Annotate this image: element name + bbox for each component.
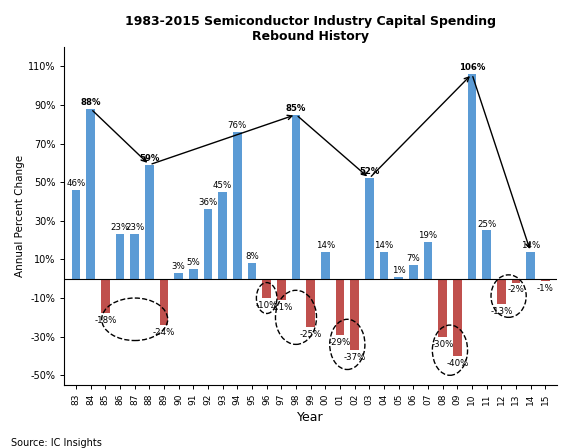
- Text: 3%: 3%: [172, 262, 185, 271]
- X-axis label: Year: Year: [297, 411, 324, 424]
- Text: 25%: 25%: [477, 220, 496, 228]
- Bar: [160, 279, 168, 325]
- Bar: [394, 277, 403, 279]
- Text: -30%: -30%: [431, 340, 454, 349]
- Bar: [174, 273, 183, 279]
- Text: -40%: -40%: [446, 359, 468, 368]
- Text: 5%: 5%: [186, 258, 200, 267]
- Bar: [321, 252, 329, 279]
- Text: -18%: -18%: [94, 316, 117, 325]
- Bar: [116, 234, 125, 279]
- Bar: [263, 279, 271, 298]
- Y-axis label: Annual Percent Change: Annual Percent Change: [15, 155, 25, 277]
- Bar: [204, 209, 212, 279]
- Bar: [380, 252, 388, 279]
- Text: 23%: 23%: [110, 224, 130, 233]
- Text: 19%: 19%: [418, 231, 438, 240]
- Text: -24%: -24%: [153, 328, 175, 337]
- Text: 14%: 14%: [521, 241, 540, 250]
- Bar: [219, 192, 227, 279]
- Text: -29%: -29%: [329, 338, 351, 347]
- Text: -25%: -25%: [300, 330, 322, 339]
- Text: 76%: 76%: [228, 121, 247, 130]
- Bar: [438, 279, 447, 336]
- Bar: [350, 279, 359, 350]
- Bar: [101, 279, 110, 314]
- Text: 7%: 7%: [407, 254, 420, 263]
- Text: 45%: 45%: [213, 181, 232, 190]
- Bar: [453, 279, 462, 356]
- Bar: [292, 115, 300, 279]
- Text: 88%: 88%: [81, 98, 101, 107]
- Bar: [526, 252, 535, 279]
- Text: 1%: 1%: [392, 266, 406, 275]
- Text: -2%: -2%: [507, 285, 525, 294]
- Text: 23%: 23%: [125, 224, 144, 233]
- Text: 106%: 106%: [459, 63, 485, 72]
- Text: 52%: 52%: [359, 168, 379, 177]
- Bar: [233, 132, 242, 279]
- Text: 36%: 36%: [198, 198, 217, 207]
- Bar: [72, 190, 81, 279]
- Text: 85%: 85%: [286, 103, 306, 112]
- Bar: [306, 279, 315, 327]
- Bar: [189, 269, 198, 279]
- Text: -13%: -13%: [490, 307, 513, 316]
- Text: -1%: -1%: [537, 284, 554, 293]
- Bar: [497, 279, 506, 304]
- Bar: [130, 234, 139, 279]
- Text: 8%: 8%: [245, 252, 259, 261]
- Bar: [511, 279, 521, 283]
- Bar: [541, 279, 550, 280]
- Bar: [145, 165, 154, 279]
- Bar: [467, 74, 476, 279]
- Text: 14%: 14%: [374, 241, 394, 250]
- Bar: [482, 230, 491, 279]
- Text: 14%: 14%: [316, 241, 335, 250]
- Text: -37%: -37%: [343, 353, 366, 362]
- Text: -10%: -10%: [256, 301, 278, 310]
- Bar: [423, 242, 432, 279]
- Bar: [86, 109, 95, 279]
- Text: 59%: 59%: [139, 154, 160, 163]
- Bar: [277, 279, 286, 300]
- Title: 1983-2015 Semiconductor Industry Capital Spending
Rebound History: 1983-2015 Semiconductor Industry Capital…: [125, 15, 496, 43]
- Text: -11%: -11%: [270, 303, 292, 312]
- Bar: [365, 178, 374, 279]
- Bar: [248, 263, 256, 279]
- Text: Source: IC Insights: Source: IC Insights: [11, 438, 102, 448]
- Bar: [336, 279, 344, 335]
- Bar: [409, 265, 418, 279]
- Text: 46%: 46%: [66, 179, 86, 188]
